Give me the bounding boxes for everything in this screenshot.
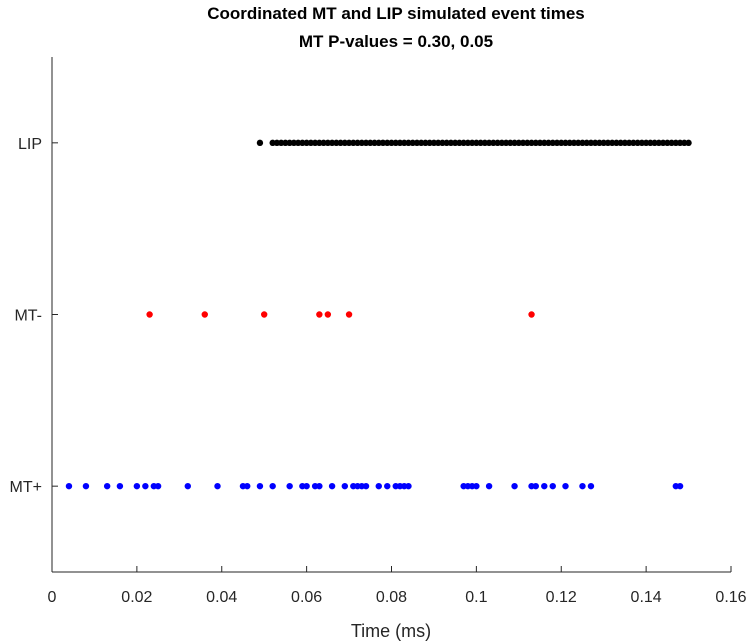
point-mt <box>511 482 518 490</box>
point-mt <box>201 311 208 318</box>
point-mt <box>103 482 111 490</box>
x-tick-label: 0.08 <box>376 589 407 606</box>
point-mt <box>316 311 323 318</box>
point-mt <box>184 482 191 490</box>
point-mt <box>562 482 569 490</box>
point-mt <box>485 482 493 490</box>
point-mt <box>260 311 268 318</box>
point-mt <box>286 482 293 490</box>
point-mt <box>587 482 595 490</box>
y-tick-label: LIP <box>18 136 42 153</box>
chart-title: Coordinated MT and LIP simulated event t… <box>207 4 585 23</box>
y-tick-label: MT- <box>14 308 42 325</box>
point-mt <box>256 482 264 490</box>
point-mt <box>328 482 336 490</box>
point-mt <box>341 482 349 490</box>
point-mt <box>473 482 480 490</box>
x-tick-label: 0 <box>48 589 57 606</box>
x-tick-label: 0.16 <box>715 589 746 606</box>
x-tick-label: 0.02 <box>121 589 152 606</box>
point-mt <box>384 482 391 490</box>
point-mt <box>269 482 276 490</box>
point-mt <box>116 482 124 490</box>
point-mt <box>541 482 548 490</box>
point-mt <box>579 482 586 490</box>
point-mt <box>82 482 90 490</box>
point-mt <box>146 311 153 318</box>
point-mt <box>549 482 556 490</box>
plot-area: 0 0.02 0.04 0.06 0.08 0.1 0.12 0.14 0.16 MT+ MT- LI… <box>10 57 747 606</box>
x-tick-label: 0.06 <box>291 589 322 606</box>
point-mt <box>345 311 353 318</box>
point-mt <box>133 482 141 490</box>
x-tick-label: 0.14 <box>631 589 662 606</box>
point-mt <box>65 482 73 490</box>
point-mt <box>362 482 370 490</box>
point-mt <box>142 482 149 490</box>
point-mt <box>303 482 310 490</box>
point-lip <box>685 139 692 147</box>
point-mt <box>528 311 535 318</box>
x-tick-label: 0.04 <box>206 589 237 606</box>
point-mt <box>532 482 539 490</box>
x-tick-label: 0.1 <box>465 589 487 606</box>
x-axis-label: Time (ms) <box>351 621 431 641</box>
point-mt <box>375 482 382 490</box>
chart-subtitle: MT P-values = 0.30, 0.05 <box>299 32 493 51</box>
point-mt <box>214 482 221 490</box>
point-mt <box>154 482 162 490</box>
point-mt <box>324 311 332 318</box>
point-lip <box>256 139 264 147</box>
point-mt <box>316 482 323 490</box>
point-mt <box>676 482 684 490</box>
point-mt <box>244 482 251 490</box>
y-tick-label: MT+ <box>10 479 42 496</box>
x-tick-label: 0.12 <box>546 589 577 606</box>
point-mt <box>405 482 412 490</box>
